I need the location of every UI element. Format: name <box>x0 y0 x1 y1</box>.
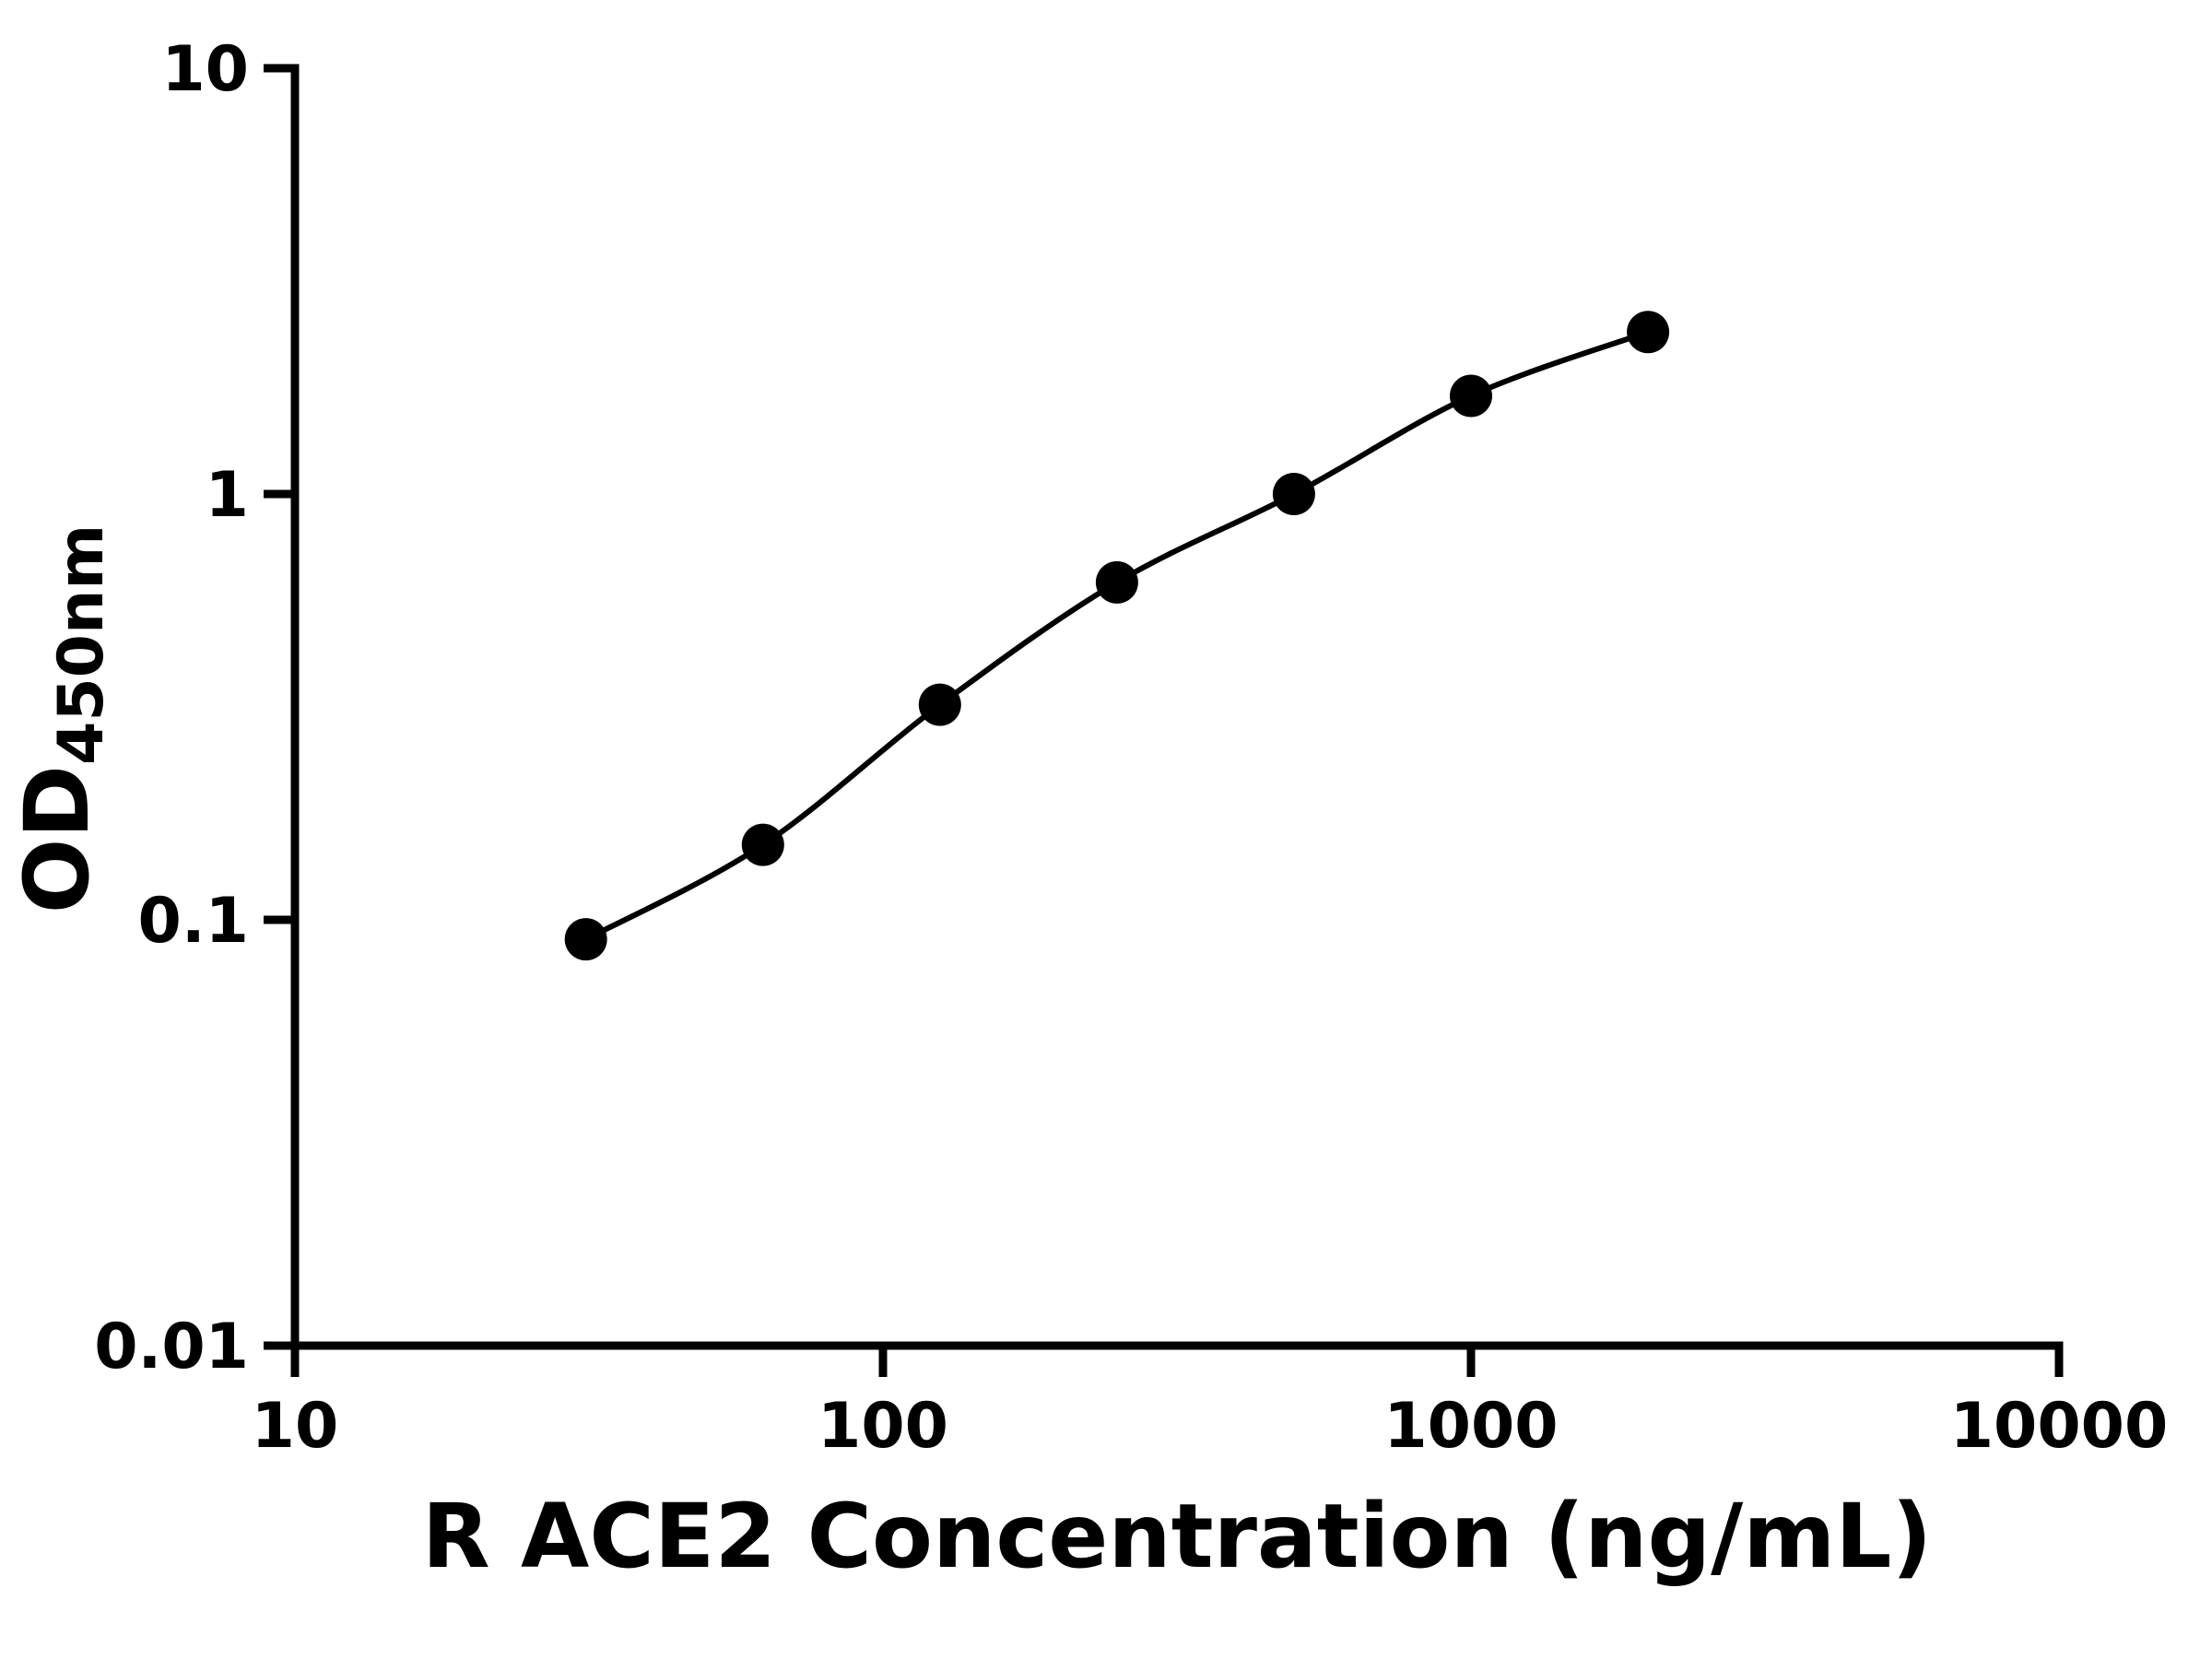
x-axis-tick-label: 10 <box>252 1390 339 1463</box>
y-axis-title: OD450nm <box>6 524 118 914</box>
x-axis-tick-label: 100 <box>818 1390 948 1463</box>
data-point-marker <box>1450 374 1492 418</box>
plot-area: 10 100 1000 10000 0.01 0.1 1 10 <box>94 33 2168 1463</box>
y-axis-tick-label: 0.1 <box>138 885 249 958</box>
x-axis-tick-label: 10000 <box>1950 1390 2169 1463</box>
y-axis-title-main: OD <box>6 765 109 913</box>
x-axis-tick-label: 1000 <box>1383 1390 1558 1463</box>
y-axis-title-subscript: 450nm <box>45 524 118 765</box>
y-axis-tick-label: 1 <box>206 459 249 532</box>
data-point-marker <box>1095 560 1138 604</box>
data-point-marker <box>1627 311 1670 354</box>
y-axis-tick-label: 10 <box>161 33 249 106</box>
data-point-marker <box>564 918 607 961</box>
x-axis-title: R ACE2 Concentration (ng/mL) <box>422 1485 1933 1588</box>
data-point-marker <box>1272 473 1315 515</box>
data-point-marker <box>741 823 784 866</box>
y-axis-tick-label: 0.01 <box>94 1311 249 1383</box>
data-point-marker <box>918 683 961 726</box>
